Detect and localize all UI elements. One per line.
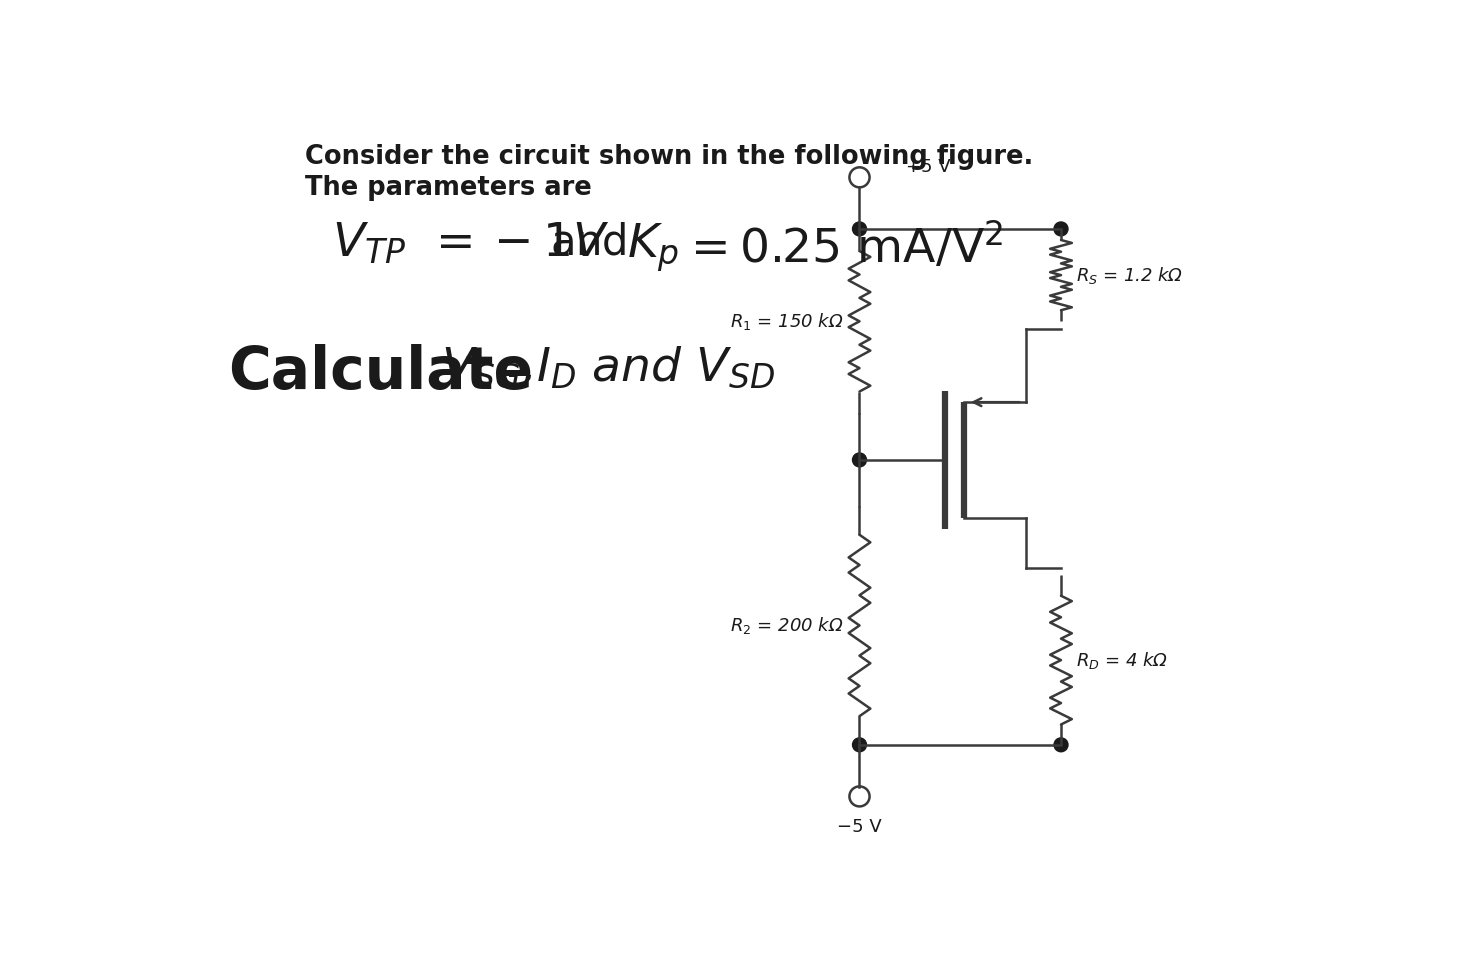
Circle shape (852, 738, 867, 752)
Text: $R_1$ = 150 kΩ: $R_1$ = 150 kΩ (731, 310, 845, 331)
Text: +5 V: +5 V (906, 158, 950, 176)
Text: Calculate: Calculate (228, 345, 534, 401)
Circle shape (852, 453, 867, 467)
Text: $K_{p}$: $K_{p}$ (627, 221, 679, 274)
Circle shape (852, 222, 867, 236)
Text: $= 0.25\ \mathrm{mA/V^2}$: $= 0.25\ \mathrm{mA/V^2}$ (682, 221, 1003, 272)
Text: $R_S$ = 1.2 kΩ: $R_S$ = 1.2 kΩ (1076, 264, 1184, 285)
Text: Consider the circuit shown in the following figure.: Consider the circuit shown in the follow… (305, 145, 1033, 171)
Text: −5 V: −5 V (837, 818, 882, 836)
Text: $R_D$ = 4 kΩ: $R_D$ = 4 kΩ (1076, 650, 1169, 671)
Text: $= -1V$: $= -1V$ (425, 221, 609, 266)
Circle shape (1054, 738, 1069, 752)
Circle shape (1054, 222, 1069, 236)
Text: The parameters are: The parameters are (305, 175, 593, 201)
Text: $R_2$ = 200 kΩ: $R_2$ = 200 kΩ (731, 615, 845, 636)
Text: $V_{TP}$: $V_{TP}$ (332, 221, 408, 266)
Text: $\mathrm{and}$: $\mathrm{and}$ (550, 221, 625, 263)
Text: $V_{SG}$,$I_D$ and $V_{SD}$: $V_{SG}$,$I_D$ and $V_{SD}$ (442, 345, 775, 390)
